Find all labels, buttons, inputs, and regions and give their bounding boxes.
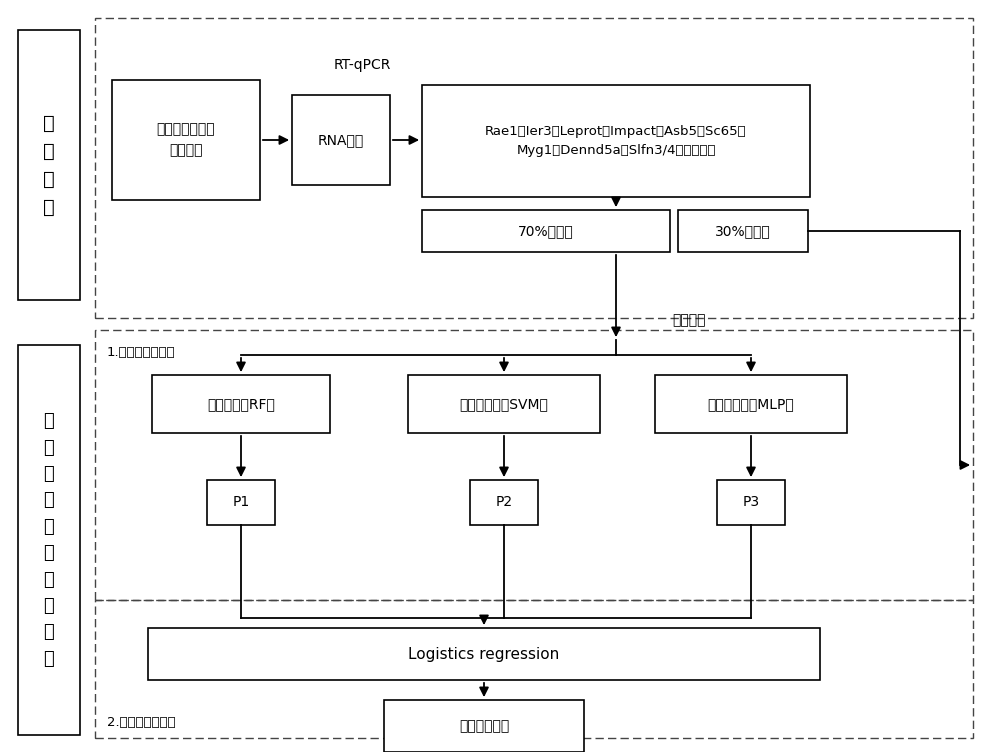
FancyBboxPatch shape	[292, 95, 390, 185]
Text: RT-qPCR: RT-qPCR	[333, 58, 391, 72]
Text: Logistics regression: Logistics regression	[408, 647, 560, 662]
Text: 网格寻参: 网格寻参	[672, 313, 706, 327]
Text: RNA提取: RNA提取	[318, 133, 364, 147]
Text: P2: P2	[495, 496, 513, 510]
Text: P1: P1	[232, 496, 250, 510]
Text: P3: P3	[742, 496, 760, 510]
FancyBboxPatch shape	[655, 375, 847, 433]
Text: 随机森林（RF）: 随机森林（RF）	[207, 397, 275, 411]
FancyBboxPatch shape	[207, 480, 275, 525]
FancyBboxPatch shape	[422, 85, 810, 197]
Text: 70%训练集: 70%训练集	[518, 224, 574, 238]
FancyBboxPatch shape	[18, 30, 80, 300]
FancyBboxPatch shape	[470, 480, 538, 525]
FancyBboxPatch shape	[678, 210, 808, 252]
Text: 最终预测结果: 最终预测结果	[459, 719, 509, 733]
Text: 2.第二层预测模型: 2.第二层预测模型	[107, 715, 176, 729]
Text: 损
伤
时
间
集
成
预
测
模
型: 损 伤 时 间 集 成 预 测 模 型	[44, 412, 54, 668]
FancyBboxPatch shape	[384, 700, 584, 752]
Text: Rae1、Ier3、Leprot、Impact、Asb5、Sc65、
Myg1、Dennd5a和Slfn3/4表达量变化: Rae1、Ier3、Leprot、Impact、Asb5、Sc65、 Myg1、…	[485, 125, 747, 157]
Text: 支持向量机（SVM）: 支持向量机（SVM）	[460, 397, 548, 411]
FancyBboxPatch shape	[717, 480, 785, 525]
Text: 多层感知机（MLP）: 多层感知机（MLP）	[708, 397, 794, 411]
Text: 1.第一层预测模型: 1.第一层预测模型	[107, 345, 176, 359]
Text: 不同损伤时间大
鼠骨骼肌: 不同损伤时间大 鼠骨骼肌	[157, 123, 215, 157]
FancyBboxPatch shape	[152, 375, 330, 433]
FancyBboxPatch shape	[408, 375, 600, 433]
Text: 数
据
获
取: 数 据 获 取	[43, 114, 55, 217]
Text: 30%测试集: 30%测试集	[715, 224, 771, 238]
FancyBboxPatch shape	[148, 628, 820, 680]
FancyBboxPatch shape	[422, 210, 670, 252]
FancyBboxPatch shape	[112, 80, 260, 200]
FancyBboxPatch shape	[18, 345, 80, 735]
